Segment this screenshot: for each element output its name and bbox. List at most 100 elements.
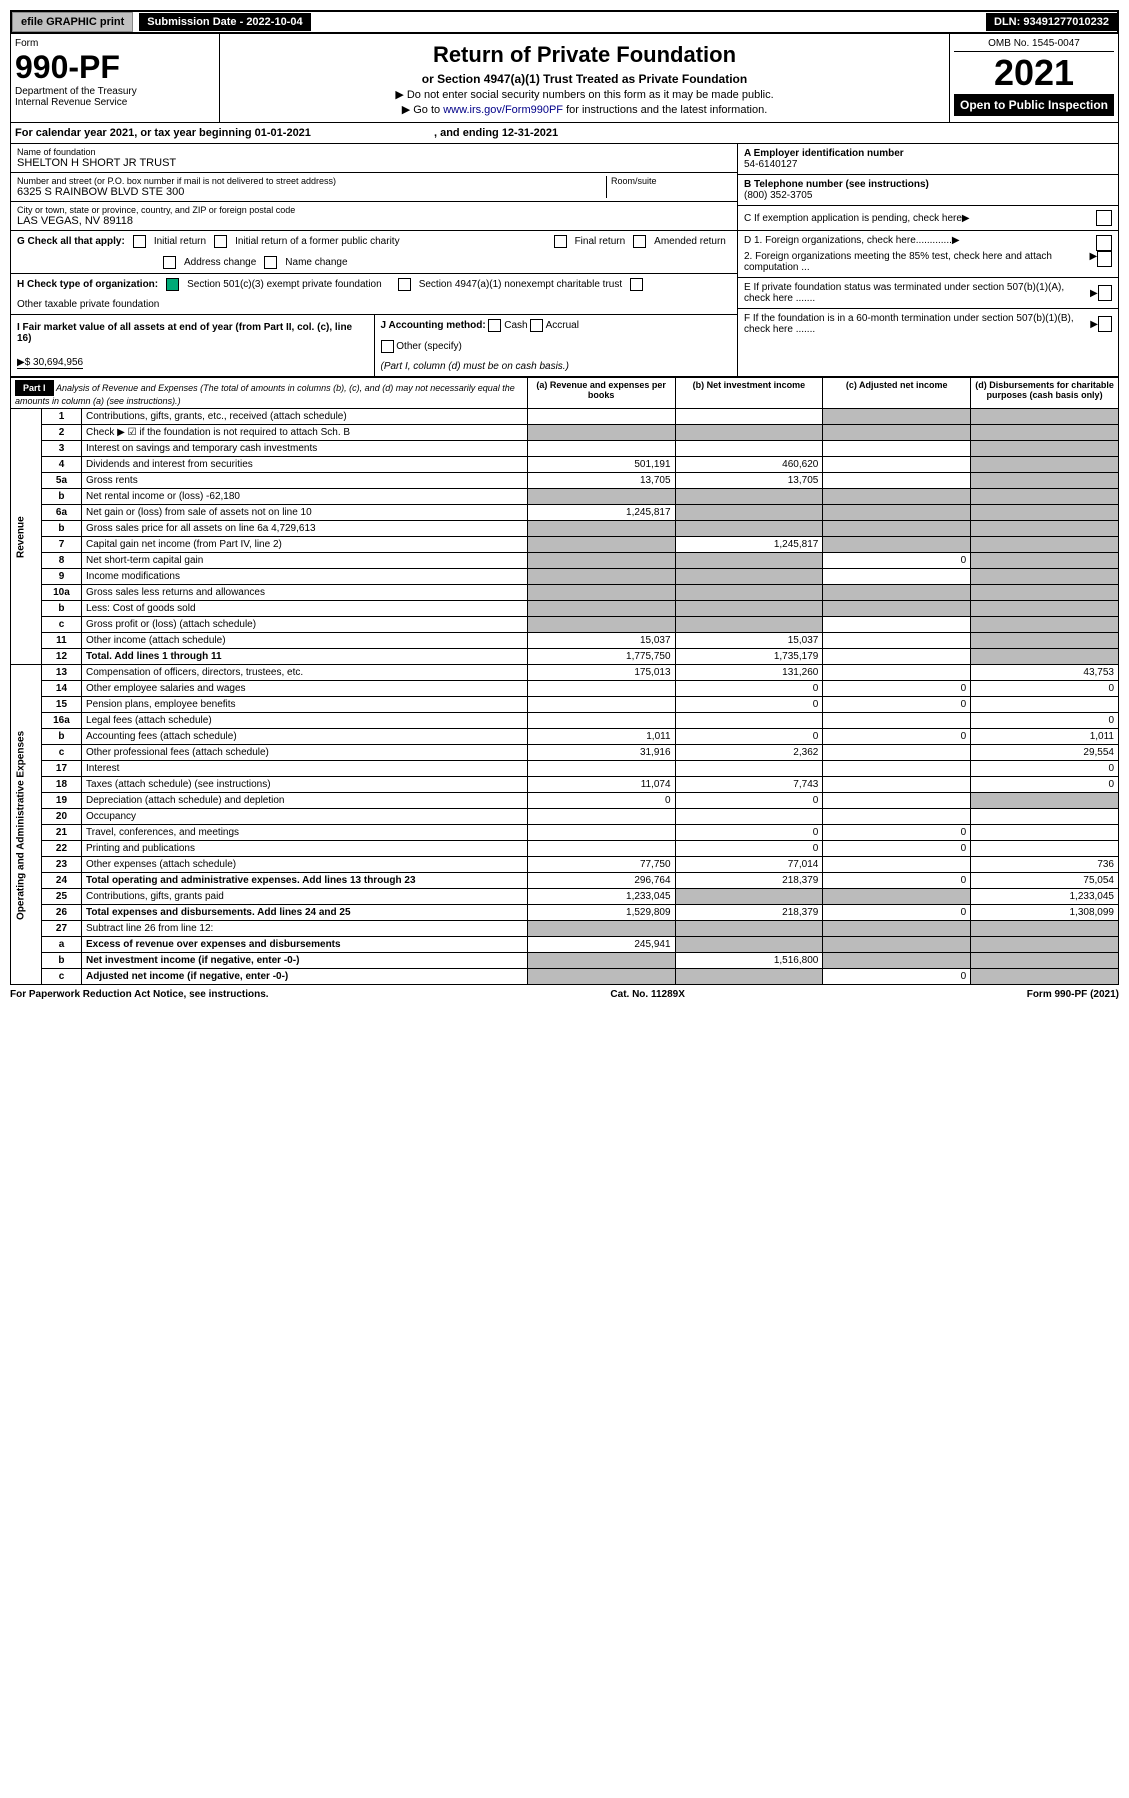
e-text: E If private foundation status was termi… [744, 282, 1090, 304]
name-change-check[interactable] [264, 256, 277, 269]
irs-link[interactable]: www.irs.gov/Form990PF [443, 104, 563, 116]
4947-check[interactable] [398, 278, 411, 291]
table-row: bLess: Cost of goods sold [11, 601, 1119, 617]
table-row: 26Total expenses and disbursements. Add … [11, 905, 1119, 921]
table-row: 3Interest on savings and temporary cash … [11, 441, 1119, 457]
name-label: Name of foundation [17, 147, 731, 157]
addr-label: Number and street (or P.O. box number if… [17, 176, 606, 186]
table-row: 12Total. Add lines 1 through 111,775,750… [11, 649, 1119, 665]
other-taxable-check[interactable] [630, 278, 643, 291]
section-label: Operating and Administrative Expenses [11, 665, 42, 985]
cash-check[interactable] [488, 319, 501, 332]
table-row: 4Dividends and interest from securities5… [11, 457, 1119, 473]
omb: OMB No. 1545-0047 [954, 38, 1114, 52]
ein-label: A Employer identification number [744, 148, 904, 159]
cal-end: , and ending 12-31-2021 [434, 127, 558, 139]
j3: Other (specify) [396, 341, 462, 352]
e-box: E If private foundation status was termi… [738, 278, 1118, 309]
name-row: Name of foundation SHELTON H SHORT JR TR… [11, 144, 737, 173]
initial-former-check[interactable] [214, 235, 227, 248]
table-row: 7Capital gain net income (from Part IV, … [11, 537, 1119, 553]
footer-right: Form 990-PF (2021) [1027, 989, 1119, 1000]
header-right: OMB No. 1545-0047 2021 Open to Public In… [949, 34, 1118, 122]
j1: Cash [504, 320, 527, 331]
table-row: 8Net short-term capital gain0 [11, 553, 1119, 569]
j-label: J Accounting method: [381, 320, 486, 331]
j-note: (Part I, column (d) must be on cash basi… [381, 361, 569, 372]
accrual-check[interactable] [530, 319, 543, 332]
g5: Address change [184, 257, 256, 268]
note1: ▶ Do not enter social security numbers o… [224, 88, 945, 101]
form-subtitle: or Section 4947(a)(1) Trust Treated as P… [224, 72, 945, 86]
phone: (800) 352-3705 [744, 190, 812, 201]
table-row: 5aGross rents13,70513,705 [11, 473, 1119, 489]
fmv-value: ▶$ 30,694,956 [17, 357, 83, 369]
h3: Other taxable private foundation [17, 299, 159, 310]
h-label: H Check type of organization: [17, 279, 158, 290]
501c3-check[interactable] [166, 278, 179, 291]
table-row: bNet investment income (if negative, ent… [11, 953, 1119, 969]
c-check[interactable] [1096, 210, 1112, 226]
amended-return-check[interactable] [633, 235, 646, 248]
h-row: H Check type of organization: Section 50… [11, 274, 737, 315]
form-label: Form [15, 38, 215, 49]
table-row: 10aGross sales less returns and allowanc… [11, 585, 1119, 601]
efile-button[interactable]: efile GRAPHIC print [12, 12, 133, 32]
part1-label: Part I [15, 380, 54, 396]
g3: Final return [575, 236, 626, 247]
g2: Initial return of a former public charit… [235, 236, 400, 247]
city: LAS VEGAS, NV 89118 [17, 215, 731, 227]
table-row: 2Check ▶ ☑ if the foundation is not requ… [11, 425, 1119, 441]
city-row: City or town, state or province, country… [11, 202, 737, 231]
g-label: G Check all that apply: [17, 236, 125, 247]
initial-return-check[interactable] [133, 235, 146, 248]
d2-text: 2. Foreign organizations meeting the 85%… [744, 251, 1089, 273]
a-box: A Employer identification number 54-6140… [738, 144, 1118, 175]
final-return-check[interactable] [554, 235, 567, 248]
dept: Department of the Treasury [15, 86, 215, 97]
b-box: B Telephone number (see instructions) (8… [738, 175, 1118, 206]
table-row: 20Occupancy [11, 809, 1119, 825]
table-row: Operating and Administrative Expenses13C… [11, 665, 1119, 681]
g-row: G Check all that apply: Initial return I… [11, 231, 737, 274]
col-c: (c) Adjusted net income [823, 378, 971, 409]
table-row: 14Other employee salaries and wages000 [11, 681, 1119, 697]
footer-center: Cat. No. 11289X [610, 989, 684, 1000]
e-check[interactable] [1098, 285, 1112, 301]
table-row: 17Interest0 [11, 761, 1119, 777]
addr-row: Number and street (or P.O. box number if… [11, 173, 737, 202]
header-left: Form 990-PF Department of the Treasury I… [11, 34, 220, 122]
c-text: C If exemption application is pending, c… [744, 213, 962, 224]
g6: Name change [285, 257, 347, 268]
table-row: 9Income modifications [11, 569, 1119, 585]
f-text: F If the foundation is in a 60-month ter… [744, 313, 1090, 335]
table-row: 11Other income (attach schedule)15,03715… [11, 633, 1119, 649]
address: 6325 S RAINBOW BLVD STE 300 [17, 186, 606, 198]
cal-begin: For calendar year 2021, or tax year begi… [15, 127, 311, 139]
open-inspection: Open to Public Inspection [954, 94, 1114, 116]
table-row: 24Total operating and administrative exp… [11, 873, 1119, 889]
form-title: Return of Private Foundation [224, 42, 945, 68]
other-spec-check[interactable] [381, 340, 394, 353]
d1-check[interactable] [1096, 235, 1112, 251]
table-row: bAccounting fees (attach schedule)1,0110… [11, 729, 1119, 745]
phone-label: B Telephone number (see instructions) [744, 179, 929, 190]
address-change-check[interactable] [163, 256, 176, 269]
d2-check[interactable] [1097, 251, 1112, 267]
table-row: 15Pension plans, employee benefits00 [11, 697, 1119, 713]
table-row: cOther professional fees (attach schedul… [11, 745, 1119, 761]
submission-date: Submission Date - 2022-10-04 [139, 13, 310, 31]
g1: Initial return [154, 236, 206, 247]
table-row: 22Printing and publications00 [11, 841, 1119, 857]
f-box: F If the foundation is in a 60-month ter… [738, 309, 1118, 339]
j2: Accrual [546, 320, 579, 331]
table-row: bNet rental income or (loss) -62,180 [11, 489, 1119, 505]
table-row: Revenue1Contributions, gifts, grants, et… [11, 409, 1119, 425]
table-row: 27Subtract line 26 from line 12: [11, 921, 1119, 937]
footer-left: For Paperwork Reduction Act Notice, see … [10, 989, 269, 1000]
section-label: Revenue [11, 409, 42, 665]
f-check[interactable] [1098, 316, 1112, 332]
table-row: cGross profit or (loss) (attach schedule… [11, 617, 1119, 633]
city-label: City or town, state or province, country… [17, 205, 731, 215]
room-label: Room/suite [611, 176, 731, 186]
